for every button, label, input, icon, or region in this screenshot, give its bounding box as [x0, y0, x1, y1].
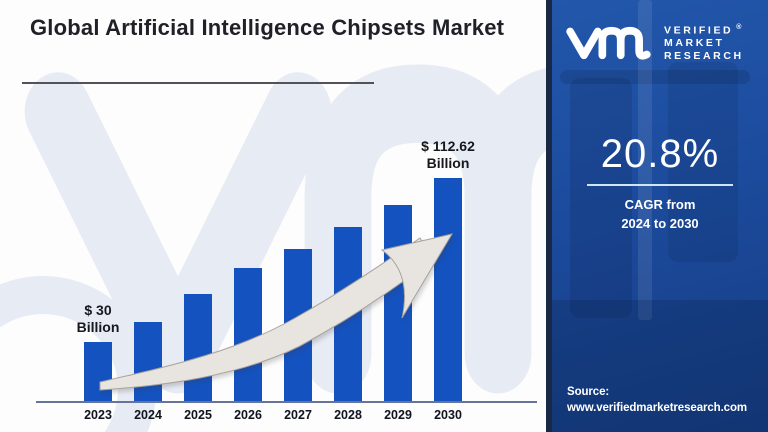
bar-2030: 2030 $ 112.62 Billion — [421, 138, 475, 422]
x-tick-2026: 2026 — [234, 408, 262, 422]
bar-2024: 2024 — [134, 322, 162, 422]
industrial-deck-shape — [560, 70, 750, 84]
industrial-base-shape — [552, 300, 768, 432]
value-label-2030: $ 112.62 Billion — [421, 138, 475, 172]
chart-panel: Global Artificial Intelligence Chipsets … — [0, 15, 546, 432]
bar-series: 2023 $ 30 Billion 2024 2025 2026 2027 2028 2029 2… — [77, 138, 475, 422]
x-axis-line — [36, 401, 537, 403]
panel-edge-divider — [546, 0, 552, 432]
x-tick-2027: 2027 — [284, 408, 312, 422]
bar-2026: 2026 — [234, 268, 262, 422]
registered-mark-icon: ® — [736, 23, 742, 31]
brand-name: VERIFIED ® MARKET RESEARCH — [664, 24, 744, 63]
page-title: Global Artificial Intelligence Chipsets … — [30, 15, 505, 40]
source-block: Source: www.verifiedmarketresearch.com — [567, 384, 758, 416]
bar-2028: 2028 — [334, 227, 362, 422]
value-label-2023: $ 30 Billion — [76, 302, 120, 336]
industrial-tank-shape — [570, 78, 632, 318]
source-url[interactable]: www.verifiedmarketresearch.com — [567, 401, 748, 414]
industrial-tank-shape — [668, 62, 738, 262]
vmr-logo-icon — [565, 20, 655, 66]
brand-panel: VERIFIED ® MARKET RESEARCH 20.8% CAGR fro… — [552, 0, 768, 432]
bar-2023: 2023 $ 30 Billion — [77, 302, 120, 422]
brand-line-research: RESEARCH — [664, 49, 744, 62]
bar-2027: 2027 — [284, 249, 312, 422]
brand-line-market: MARKET — [664, 36, 725, 49]
x-tick-2024: 2024 — [134, 408, 162, 422]
cagr-divider — [587, 184, 733, 186]
industrial-background — [552, 0, 768, 432]
bar-2029: 2029 — [384, 205, 412, 422]
x-tick-2029: 2029 — [384, 408, 412, 422]
cagr-value: 20.8% — [600, 132, 720, 176]
x-tick-2028: 2028 — [334, 408, 362, 422]
source-label: Source: — [567, 385, 610, 398]
cagr-caption-line1: CAGR from — [624, 197, 696, 212]
industrial-pipe-shape — [638, 0, 652, 320]
x-tick-2025: 2025 — [184, 408, 212, 422]
bar-2025: 2025 — [184, 294, 212, 422]
cagr-caption-line2: 2024 to 2030 — [621, 215, 699, 231]
brand-line-verified: VERIFIED — [664, 24, 734, 37]
cagr-caption: CAGR from 2024 to 2030 — [552, 196, 768, 234]
bar-chart: 2023 $ 30 Billion 2024 2025 2026 2027 2028 2029 2… — [36, 138, 537, 422]
title-underline — [22, 82, 374, 84]
x-tick-2030: 2030 — [434, 408, 462, 422]
brand-logo-block: VERIFIED ® MARKET RESEARCH — [565, 20, 758, 66]
cagr-block: 20.8% CAGR from 2024 to 2030 — [552, 132, 768, 234]
x-tick-2023: 2023 — [84, 408, 112, 422]
